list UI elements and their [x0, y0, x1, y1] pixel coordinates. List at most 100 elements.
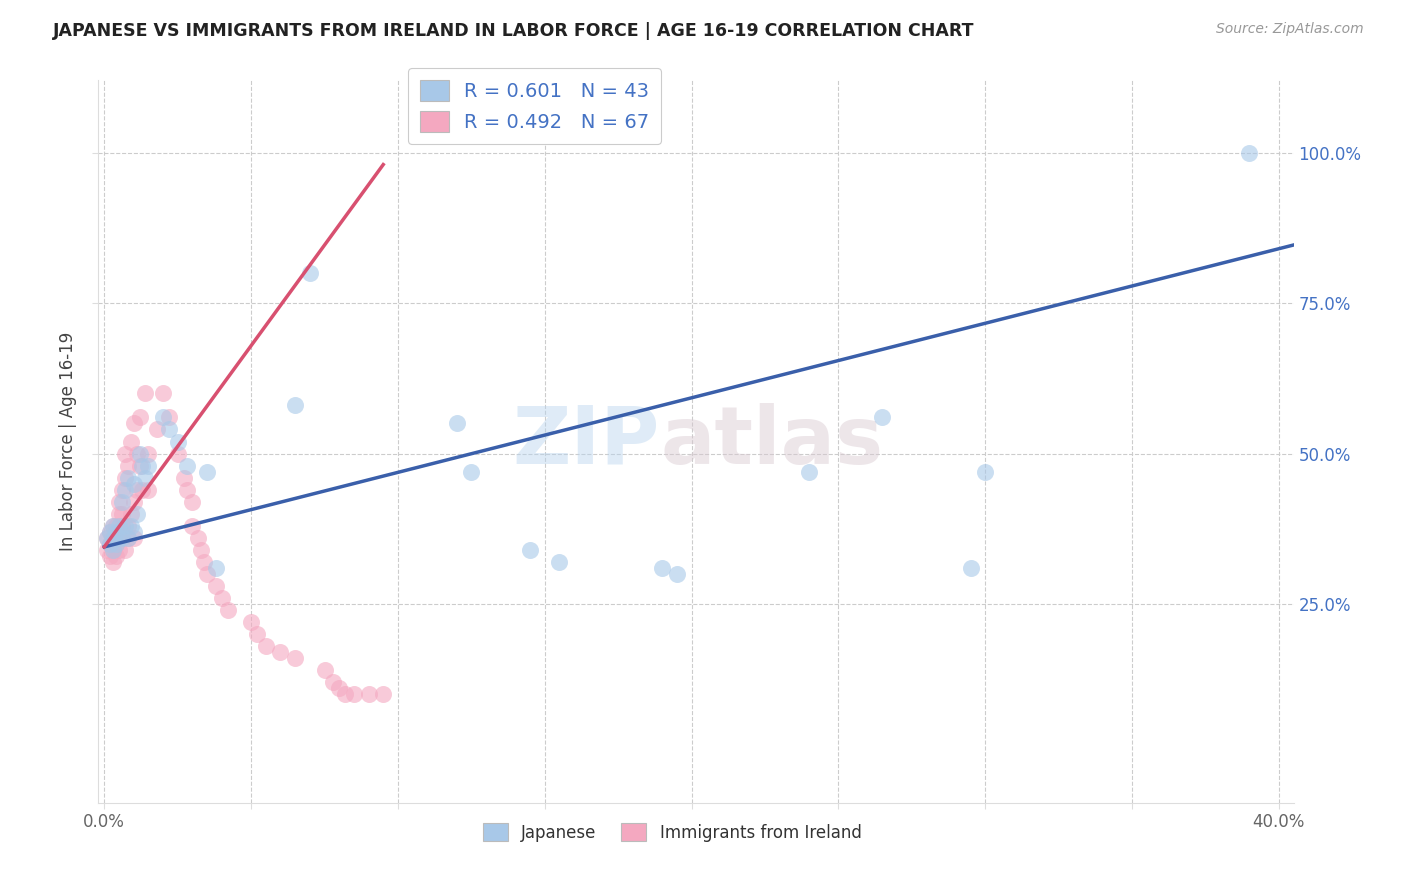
Point: [117, 531, 139, 545]
Point: [651, 561, 673, 575]
Point: [195, 465, 218, 479]
Point: [101, 531, 124, 545]
Point: [181, 494, 204, 508]
Point: [872, 410, 894, 425]
Point: [101, 542, 124, 557]
Point: [343, 687, 366, 701]
Point: [108, 519, 131, 533]
Point: [665, 567, 688, 582]
Point: [101, 555, 124, 569]
Point: [101, 542, 124, 557]
Point: [460, 465, 482, 479]
Point: [240, 615, 263, 630]
Point: [105, 549, 128, 563]
Point: [284, 398, 307, 412]
Legend: Japanese, Immigrants from Ireland: Japanese, Immigrants from Ireland: [477, 817, 868, 848]
Y-axis label: In Labor Force | Age 16-19: In Labor Force | Age 16-19: [59, 332, 77, 551]
Point: [101, 519, 124, 533]
Point: [1239, 145, 1261, 160]
Point: [157, 410, 180, 425]
Point: [105, 524, 128, 539]
Point: [446, 417, 468, 431]
Point: [111, 507, 134, 521]
Point: [205, 561, 228, 575]
Point: [373, 687, 395, 701]
Point: [959, 561, 981, 575]
Point: [211, 591, 233, 606]
Point: [797, 465, 820, 479]
Point: [125, 446, 148, 460]
Point: [114, 483, 136, 497]
Point: [114, 519, 136, 533]
Point: [117, 519, 139, 533]
Point: [117, 531, 139, 545]
Point: [122, 494, 145, 508]
Point: [111, 531, 134, 545]
Point: [205, 579, 228, 593]
Point: [181, 519, 204, 533]
Point: [108, 494, 131, 508]
Point: [125, 483, 148, 497]
Point: [96, 542, 118, 557]
Point: [152, 386, 174, 401]
Point: [105, 519, 128, 533]
Point: [122, 531, 145, 545]
Point: [105, 537, 128, 551]
Point: [322, 675, 344, 690]
Point: [246, 627, 269, 641]
Point: [176, 458, 198, 473]
Point: [128, 410, 150, 425]
Point: [190, 542, 212, 557]
Point: [96, 531, 118, 545]
Point: [166, 434, 188, 449]
Point: [138, 483, 160, 497]
Point: [131, 483, 153, 497]
Point: [105, 524, 128, 539]
Point: [548, 555, 571, 569]
Text: ZIP: ZIP: [513, 402, 661, 481]
Point: [98, 537, 121, 551]
Point: [120, 507, 142, 521]
Point: [122, 524, 145, 539]
Point: [357, 687, 380, 701]
Point: [146, 423, 169, 437]
Point: [98, 537, 121, 551]
Point: [108, 531, 131, 545]
Point: [195, 567, 218, 582]
Text: atlas: atlas: [661, 402, 883, 481]
Point: [111, 494, 134, 508]
Point: [105, 537, 128, 551]
Point: [152, 410, 174, 425]
Point: [120, 434, 142, 449]
Point: [114, 446, 136, 460]
Point: [187, 531, 209, 545]
Text: JAPANESE VS IMMIGRANTS FROM IRELAND IN LABOR FORCE | AGE 16-19 CORRELATION CHART: JAPANESE VS IMMIGRANTS FROM IRELAND IN L…: [53, 22, 974, 40]
Point: [217, 603, 239, 617]
Point: [314, 664, 336, 678]
Point: [108, 542, 131, 557]
Point: [117, 471, 139, 485]
Point: [108, 507, 131, 521]
Point: [96, 531, 118, 545]
Point: [128, 446, 150, 460]
Point: [974, 465, 997, 479]
Point: [108, 531, 131, 545]
Point: [134, 471, 156, 485]
Point: [176, 483, 198, 497]
Point: [138, 458, 160, 473]
Point: [173, 471, 195, 485]
Point: [98, 524, 121, 539]
Point: [122, 417, 145, 431]
Point: [333, 687, 356, 701]
Point: [298, 266, 321, 280]
Point: [134, 386, 156, 401]
Point: [111, 519, 134, 533]
Point: [98, 524, 121, 539]
Point: [193, 555, 215, 569]
Text: Source: ZipAtlas.com: Source: ZipAtlas.com: [1216, 22, 1364, 37]
Point: [138, 446, 160, 460]
Point: [125, 507, 148, 521]
Point: [117, 458, 139, 473]
Point: [98, 549, 121, 563]
Point: [111, 531, 134, 545]
